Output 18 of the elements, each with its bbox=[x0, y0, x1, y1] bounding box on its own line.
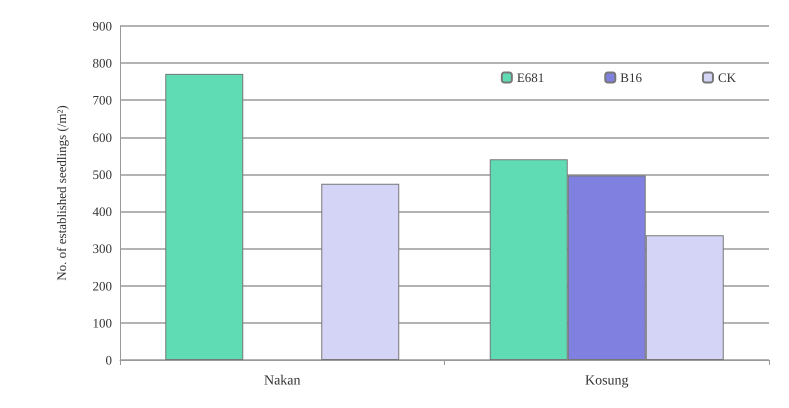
y-tick-label: 800 bbox=[92, 56, 112, 71]
legend-label: B16 bbox=[620, 70, 642, 85]
y-tick-label: 900 bbox=[92, 18, 112, 34]
legend-label: CK bbox=[718, 70, 737, 85]
legend-label: E681 bbox=[516, 70, 544, 85]
y-tick-label: 500 bbox=[92, 166, 112, 182]
x-tick-label: Nakan bbox=[264, 374, 301, 388]
x-tick-label: Kosung bbox=[584, 374, 629, 388]
y-tick-label: 200 bbox=[92, 278, 112, 294]
bar bbox=[321, 184, 400, 360]
y-tick-label: 100 bbox=[92, 315, 112, 330]
y-tick-label: 600 bbox=[92, 130, 112, 145]
y-tick-label: 700 bbox=[92, 92, 112, 108]
y-tick-label: 0 bbox=[106, 352, 112, 368]
y-axis-title: No. of established seedlings (/m²) bbox=[54, 105, 69, 281]
y-tick-label: 400 bbox=[92, 204, 112, 220]
y-tick-label: 300 bbox=[92, 241, 112, 256]
bar bbox=[165, 74, 244, 360]
